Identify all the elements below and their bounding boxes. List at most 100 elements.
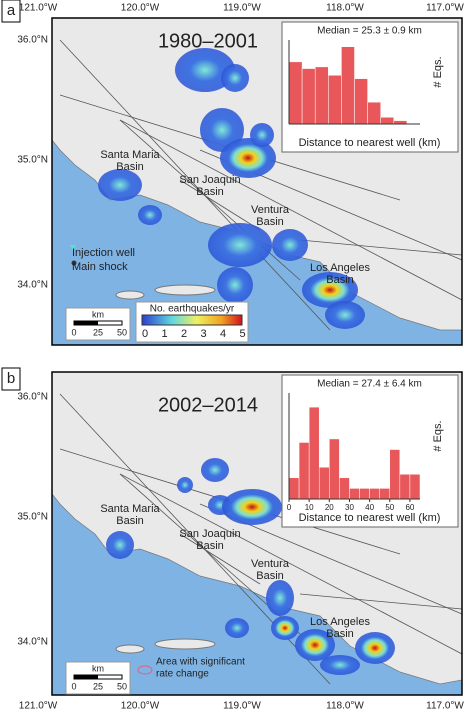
scale-tick: 25 — [93, 681, 103, 691]
basin-label-2: Basin — [326, 628, 354, 640]
rate-change-symbol — [137, 665, 153, 675]
x-tick-label: 30 — [345, 503, 354, 512]
seismicity — [106, 531, 134, 559]
hist-bar — [367, 101, 381, 125]
fault-line — [179, 179, 261, 231]
lon-label: 119.0°W — [223, 3, 261, 14]
basin-label: San Joaquin — [179, 174, 240, 186]
x-tick-label: 0 — [287, 503, 292, 512]
lon-label: 119.0°W — [223, 701, 261, 712]
lat-label: 34.0°N — [17, 280, 48, 291]
seismicity — [295, 629, 335, 661]
basin-label-2: Basin — [196, 186, 224, 198]
colorbar-title: No. earthquakes/yr — [150, 304, 235, 315]
hist-bar — [341, 46, 355, 125]
basin-label-2: Basin — [116, 161, 144, 173]
hist-bar — [399, 474, 411, 500]
lat-label: 36.0°N — [17, 392, 48, 403]
basin-label: Santa Maria — [100, 503, 160, 515]
seismicity — [325, 301, 365, 329]
panel-label: b — [7, 370, 15, 387]
hist-title: Median = 27.4 ± 6.4 km — [317, 379, 422, 390]
basin-label: Ventura — [251, 558, 290, 570]
basin-label: San Joaquin — [179, 528, 240, 540]
x-tick-label: 50 — [385, 503, 394, 512]
fault-line — [179, 533, 261, 585]
lat-label: 34.0°N — [17, 637, 48, 648]
period-title: 2002–2014 — [158, 394, 258, 416]
hist-bar — [288, 477, 300, 500]
seismicity — [177, 477, 193, 493]
well-symbol — [70, 245, 76, 251]
scale-bar-fill — [74, 321, 98, 325]
x-tick-label: 40 — [365, 503, 374, 512]
hist-bar — [369, 488, 380, 500]
x-tick-label: 60 — [405, 503, 414, 512]
hist-title: Median = 25.3 ± 0.9 km — [317, 26, 422, 37]
basin-label: Santa Maria — [100, 149, 160, 161]
colorbar-tick: 1 — [161, 328, 167, 340]
scale-tick: 50 — [117, 681, 127, 691]
basin-label-2: Basin — [256, 570, 284, 582]
lon-label: 120.0°W — [121, 3, 160, 14]
map-frame — [51, 371, 463, 696]
lat-label: 36.0°N — [17, 35, 48, 46]
scale-unit: km — [92, 663, 104, 673]
hist-bar — [380, 117, 395, 125]
seismicity — [225, 618, 249, 638]
scale-tick: 50 — [117, 327, 127, 337]
island — [154, 284, 216, 296]
seismicity — [200, 108, 244, 152]
seismicity — [175, 48, 235, 92]
hist-bar — [308, 406, 320, 500]
lon-label: 121.0°W — [19, 701, 58, 712]
hist-bar — [301, 68, 316, 125]
hist-bar — [389, 449, 401, 500]
seismicity — [98, 169, 142, 201]
panel-label-box — [1, 0, 21, 23]
lat-label: 35.0°N — [17, 512, 48, 523]
hist-bar — [288, 61, 303, 125]
scale-tick: 0 — [71, 681, 76, 691]
colorbar-tick: 5 — [239, 328, 245, 340]
basin-label: Los Angeles — [310, 616, 370, 628]
scale-tick: 0 — [71, 327, 76, 337]
shock-symbol — [71, 260, 77, 266]
seismicity — [208, 223, 272, 267]
scale-unit: km — [92, 309, 104, 319]
hist-bar — [393, 120, 408, 125]
seismicity — [138, 205, 162, 225]
hist-ylabel: # Eqs. — [432, 420, 444, 451]
legend-entry: Main shock — [72, 261, 128, 273]
basin-label-2: Basin — [326, 274, 354, 286]
seismicity — [266, 580, 294, 616]
scale-tick: 25 — [93, 327, 103, 337]
hist-bar — [379, 488, 391, 500]
colorbar-tick: 2 — [181, 328, 187, 340]
hist-xlabel: Distance to nearest well (km) — [299, 137, 441, 149]
seismicity — [302, 272, 358, 308]
hist-bar — [298, 442, 310, 500]
hist-bar — [318, 466, 330, 500]
hist-bar — [329, 438, 340, 500]
fault-line — [119, 473, 463, 655]
x-tick-label: 20 — [325, 503, 334, 512]
hist-bar — [314, 66, 329, 125]
period-title: 1980–2001 — [158, 30, 258, 52]
panel-label: a — [7, 2, 16, 19]
x-tick-label: 10 — [305, 503, 314, 512]
panel-label-box — [1, 367, 21, 391]
seismicity — [355, 632, 395, 664]
seismicity — [222, 489, 282, 525]
island — [115, 644, 145, 654]
scale-bar-fill — [74, 675, 98, 679]
fault-line — [119, 119, 301, 281]
basin-label-2: Basin — [196, 540, 224, 552]
lon-label: 117.0°W — [426, 701, 464, 712]
island — [154, 638, 216, 650]
hist-bar — [349, 488, 360, 500]
map-frame — [51, 17, 463, 346]
lon-label: 117.0°W — [426, 3, 464, 14]
lon-label: 118.0°W — [326, 3, 364, 14]
seismicity — [221, 64, 249, 92]
